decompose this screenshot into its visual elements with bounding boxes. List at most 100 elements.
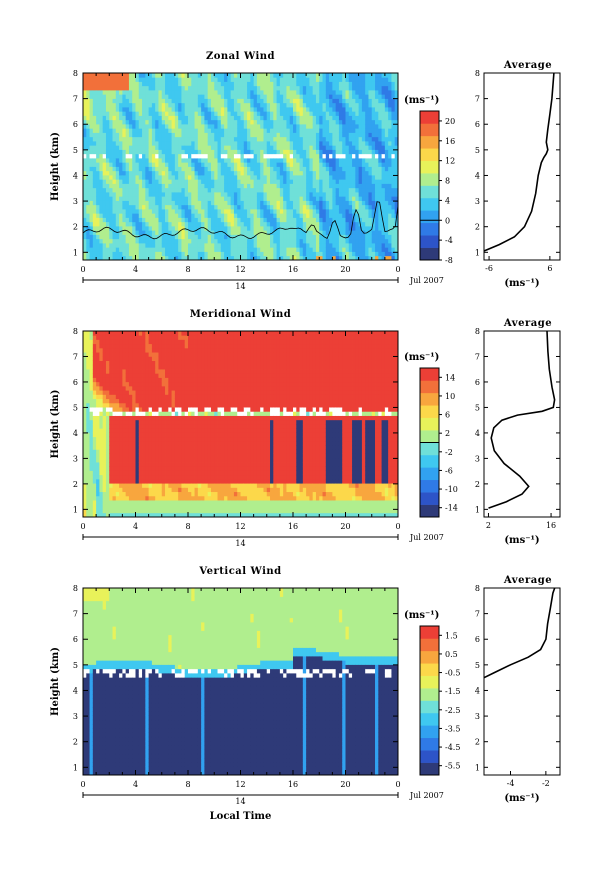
field-cell (181, 124, 186, 129)
field-cell (99, 132, 104, 138)
field-cell (178, 85, 182, 91)
field-cell (329, 141, 333, 146)
field-cell (83, 170, 87, 176)
field-cell (391, 230, 396, 235)
field-cell (125, 153, 130, 159)
field-cell (322, 226, 327, 231)
field-cell (83, 445, 87, 450)
field-cell (115, 356, 120, 361)
field-cell (355, 149, 360, 155)
field-cell (286, 136, 291, 142)
field-cell (299, 192, 304, 197)
field-cell (240, 196, 245, 201)
field-cell (105, 221, 110, 227)
field-cell (142, 85, 146, 91)
field-cell (161, 255, 166, 261)
field-cell (233, 200, 238, 206)
field-cell (365, 226, 369, 231)
field-cell (388, 132, 392, 138)
field-cell (191, 179, 195, 184)
field-cell (122, 491, 127, 497)
field-cell (345, 221, 350, 227)
field-cell (155, 136, 159, 142)
field-cell (83, 390, 87, 395)
field-cell (253, 81, 258, 87)
field-cell (256, 158, 261, 163)
field-cell (378, 200, 382, 206)
field-cell (86, 200, 90, 206)
field-cell (174, 132, 179, 138)
field-cell (358, 111, 363, 116)
field-cell (388, 158, 392, 163)
field-cell (89, 238, 94, 244)
field-cell (210, 141, 215, 146)
y-tick-label: 6 (73, 120, 78, 129)
field-cell (109, 424, 113, 429)
field-cell (89, 192, 94, 197)
field-cell (207, 166, 212, 172)
field-cell (312, 124, 317, 129)
field-cell (115, 457, 120, 463)
field-cell (184, 247, 189, 252)
field-cell (276, 209, 281, 214)
field-cell (325, 90, 330, 95)
field-cell (204, 90, 209, 95)
field-cell (112, 466, 117, 471)
field-cell (89, 339, 94, 345)
field-cell (263, 221, 268, 227)
field-cell (247, 141, 251, 146)
field-cell (332, 175, 337, 180)
field-cell (260, 200, 264, 206)
field-cell (122, 107, 127, 112)
field-cell (125, 462, 130, 467)
field-cell (217, 251, 222, 257)
field-cell (388, 94, 392, 99)
field-cell (122, 394, 127, 400)
field-cell (99, 381, 104, 387)
field-cell (286, 153, 291, 159)
field-cell (315, 94, 320, 99)
field-cell (368, 238, 373, 244)
field-cell (112, 243, 117, 248)
field-cell (96, 149, 100, 155)
field-cell (178, 221, 182, 227)
field-cell (158, 213, 163, 218)
field-cell (86, 107, 90, 112)
field-cell (263, 175, 268, 180)
field-cell (266, 179, 271, 184)
field-cell (237, 141, 241, 146)
field-cell (335, 90, 340, 95)
field-cell (338, 217, 343, 223)
field-cell (214, 119, 218, 125)
field-cell (86, 136, 90, 142)
field-cell (142, 238, 146, 244)
field-cell (319, 196, 323, 201)
field-cell (220, 107, 225, 112)
field-cell (319, 90, 323, 95)
field-cell (338, 226, 343, 231)
field-cell (138, 115, 143, 121)
field-cell (125, 187, 130, 193)
field-cell (158, 238, 163, 244)
field-cell (109, 352, 113, 357)
field-cell (112, 175, 117, 180)
field-cell (289, 204, 294, 210)
field-cell (102, 356, 107, 361)
field-cell (266, 204, 271, 210)
field-cell (184, 243, 189, 248)
field-cell (312, 238, 317, 244)
field-cell (105, 128, 110, 133)
field-cell (89, 462, 94, 467)
field-cell (109, 474, 113, 480)
field-cell (99, 98, 104, 104)
field-cell (361, 94, 366, 99)
field-cell (345, 200, 350, 206)
field-cell (306, 149, 310, 155)
field-cell (148, 111, 153, 116)
field-cell (260, 132, 264, 138)
field-cell (263, 234, 268, 240)
field-cell (151, 102, 156, 108)
field-cell (338, 90, 343, 95)
field-cell (250, 221, 255, 227)
field-cell (342, 170, 346, 176)
